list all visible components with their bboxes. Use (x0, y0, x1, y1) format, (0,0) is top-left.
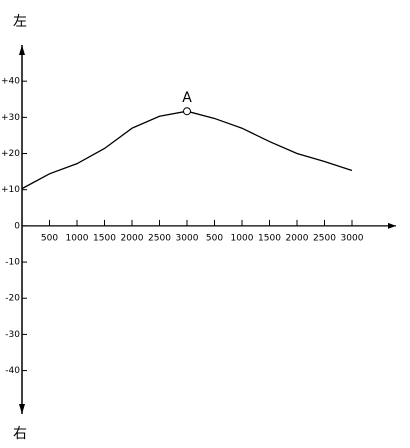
y-tick-label: -40 (5, 366, 20, 376)
x-tick-label: 1000 (66, 233, 89, 243)
bottom-label: 右 (13, 426, 27, 442)
x-tick-label: 2500 (313, 233, 336, 243)
x-tick-label: 2000 (286, 233, 309, 243)
data-line (21, 110, 353, 190)
x-tick-label: 3000 (341, 233, 364, 243)
y-tick-label: +30 (1, 113, 20, 123)
y-arrow-bottom (19, 404, 25, 414)
top-label: 左 (13, 14, 27, 30)
x-tick-label: 2500 (148, 233, 171, 243)
x-tick-label: 1500 (93, 233, 116, 243)
y-tick-label: +40 (1, 77, 20, 87)
point-marker (183, 107, 191, 116)
x-arrow (388, 222, 396, 229)
x-tick-label: 500 (206, 233, 223, 243)
x-tick-label: 3000 (176, 233, 199, 243)
y-tick-label: -10 (5, 258, 20, 268)
x-tick-label: 500 (41, 233, 58, 243)
y-tick-label: +10 (1, 185, 20, 195)
annotation: A (182, 90, 192, 106)
y-tick-label: +20 (1, 149, 20, 159)
x-tick-label: 1000 (231, 233, 254, 243)
y-tick-label: 0 (14, 221, 20, 231)
y-tick-label: -30 (5, 330, 20, 340)
x-tick-label: 2000 (121, 233, 144, 243)
y-tick-label: -20 (5, 294, 20, 304)
x-tick-label: 1500 (258, 233, 281, 243)
y-arrow-top (19, 45, 25, 55)
